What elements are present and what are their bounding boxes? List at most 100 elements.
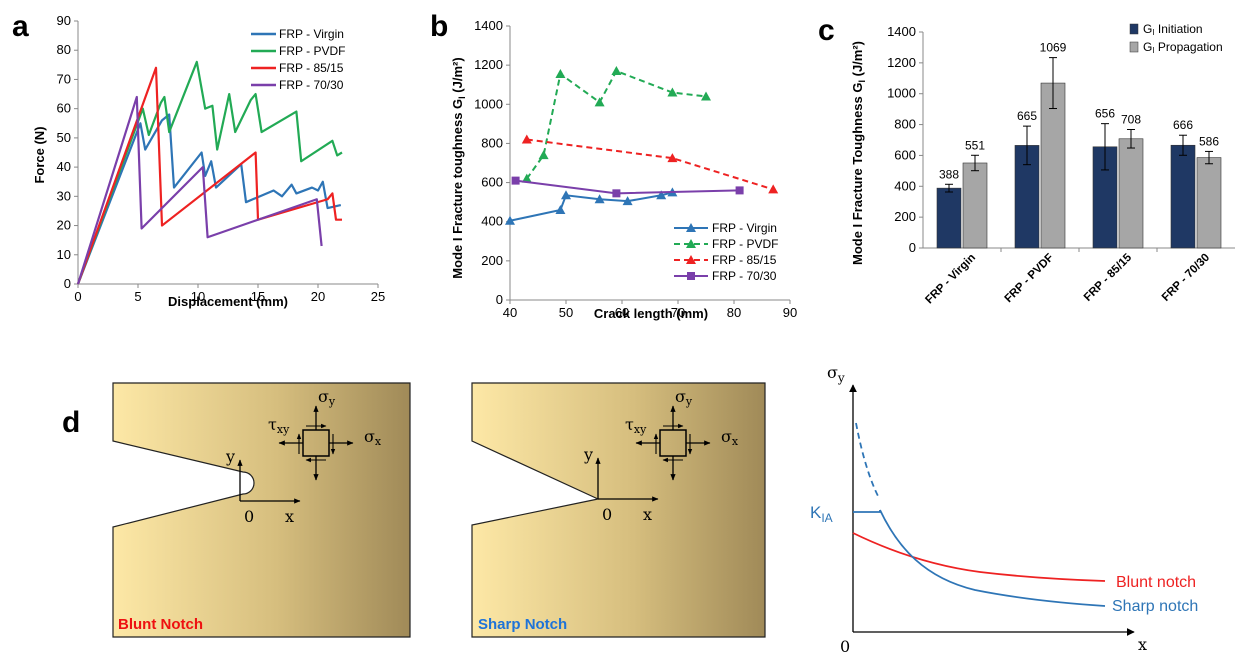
sharp-notch-caption-word2: Notch <box>525 616 568 633</box>
chart-b-y-tick-label: 400 <box>481 214 503 229</box>
chart-a-y-tick-label: 10 <box>57 247 71 262</box>
chart-a-y-tick-label: 60 <box>57 101 71 116</box>
blunt-notch-plate <box>112 382 411 638</box>
chart-b-data-point <box>768 184 779 194</box>
chart-b-data-point <box>701 91 711 101</box>
chart-c-y-tick-label: 600 <box>894 147 916 162</box>
chart-c-y-tick-label: 800 <box>894 117 916 132</box>
blunt-tau-xy-label: τxy <box>268 415 290 436</box>
chart-c-y-axis-title-main: Mode I Fracture Toughness G <box>850 83 865 266</box>
chart-a-y-axis-title: Force (N) <box>32 126 47 183</box>
chart-b-series-line <box>515 179 740 195</box>
chart-b-y-tick-label: 1200 <box>474 57 503 72</box>
chart-b-x-tick-label: 40 <box>503 305 517 320</box>
chart-b-data-point <box>505 215 515 225</box>
chart-a-x-tick-label: 5 <box>134 289 141 304</box>
chart-c-bar <box>1040 82 1066 249</box>
blunt-notch-curve-label: Blunt notch <box>1116 574 1196 591</box>
chart-c-category-label: FRP - PVDF <box>1003 252 1057 306</box>
chart-b-y-axis-title-unit: (J/m²) <box>450 57 465 96</box>
chart-b: 0 200 400 600 800 1000 1200 1400 40 50 60 70 80 90 FRP… <box>450 18 797 321</box>
chart-b-data-point <box>735 186 744 195</box>
chart-a-x-axis-title: Displacement (mm) <box>168 294 288 309</box>
chart-c-y-tick-label: 1200 <box>887 55 916 70</box>
chart-b-y-tick-label: 0 <box>496 292 503 307</box>
chart-a-y-tick-label: 30 <box>57 188 71 203</box>
chart-c-y-tick-label: 400 <box>894 178 916 193</box>
chart-c: 0 200 400 600 800 1000 1200 1400 388 551 FRP - Vir… <box>850 22 1235 306</box>
sharp-stress-element: σy σx τxy <box>625 387 739 481</box>
chart-c-bar <box>1196 157 1222 249</box>
chart-a-y-tick-label: 50 <box>57 130 71 145</box>
chart-c-category-label: FRP - Virgin <box>923 252 978 307</box>
chart-b-data-point <box>555 68 566 78</box>
panel-letter-d: d <box>62 406 80 439</box>
panel-letter-a: a <box>12 10 29 43</box>
stress-plot-origin: 0 <box>840 637 850 654</box>
chart-b-data-point <box>594 194 605 204</box>
stress-distribution-plot: σy x 0 KIA Blunt notch Sharp notch <box>810 363 1198 654</box>
chart-a-legend-label: FRP - 70/30 <box>279 78 344 92</box>
chart-b-y-tick-label: 200 <box>481 253 503 268</box>
chart-b-y-tick-label: 800 <box>481 135 503 150</box>
chart-c-category-label: FRP - 85/15 <box>1082 251 1135 304</box>
chart-b-data-point <box>611 66 622 76</box>
chart-c-data-label: 551 <box>965 138 985 152</box>
chart-c-legend-label: GI Initiation <box>1143 22 1203 37</box>
chart-b-legend-label: FRP - Virgin <box>712 221 777 235</box>
chart-c-y-tick-label: 1000 <box>887 86 916 101</box>
chart-b-data-point <box>561 190 571 200</box>
chart-b-x-tick-label: 80 <box>727 305 741 320</box>
chart-a-y-tick-label: 90 <box>57 13 71 28</box>
blunt-x-axis-label: x <box>285 507 294 526</box>
chart-b-x-tick-label: 70 <box>671 305 685 320</box>
chart-a-x-tick-label: 0 <box>74 289 81 304</box>
chart-c-legend-label: GI Propagation <box>1143 40 1223 55</box>
chart-a: 0 10 20 30 40 50 60 70 80 90 0 5 10 15 20 25 FRP - Virgi… <box>32 13 385 309</box>
chart-c-data-label: 586 <box>1199 134 1219 148</box>
chart-b-data-point <box>521 173 532 183</box>
stress-plot-y-label: σy <box>827 363 845 385</box>
chart-c-bar <box>1118 138 1144 249</box>
chart-a-legend-label: FRP - Virgin <box>279 27 344 41</box>
blunt-origin-label: 0 <box>244 507 254 526</box>
chart-b-legend-label: FRP - 70/30 <box>712 269 777 283</box>
sharp-notch-curve <box>879 509 1106 607</box>
chart-b-data-point <box>555 204 566 214</box>
chart-a-legend-label: FRP - 85/15 <box>279 61 344 75</box>
chart-a-legend-label: FRP - PVDF <box>279 44 345 58</box>
sharp-tau-xy-label: τxy <box>625 415 647 436</box>
chart-a-y-tick-label: 40 <box>57 159 71 174</box>
chart-b-y-axis-title-main: Mode I Fracture toughness G <box>450 99 465 279</box>
chart-b-legend-marker <box>687 272 695 280</box>
chart-b-x-axis-title: Crack length (mm) <box>594 306 708 321</box>
chart-b-data-point <box>656 190 667 200</box>
chart-a-y-tick-label: 70 <box>57 71 71 86</box>
blunt-y-axis-label: y <box>225 447 235 466</box>
blunt-notch-diagram: y x 0 σy σx τxy Blunt Notch <box>112 382 411 638</box>
blunt-notch-caption-word2: Notch <box>161 616 204 633</box>
sharp-sigma-x-label: σx <box>721 427 739 448</box>
chart-b-legend-marker <box>686 239 696 248</box>
chart-b-legend-marker <box>686 255 696 264</box>
stress-plot-x-label: x <box>1138 635 1147 654</box>
chart-a-series-line <box>76 95 323 285</box>
chart-b-series-line <box>526 138 774 191</box>
sharp-sigma-y-label: σy <box>675 387 693 408</box>
sharp-x-axis-label: x <box>643 505 652 524</box>
sharp-notch-caption: Sharp Notch <box>478 616 567 633</box>
chart-a-series-line <box>76 113 342 285</box>
chart-b-y-axis-title: Mode I Fracture toughness GI (J/m²) <box>450 57 467 278</box>
blunt-notch-caption-word1: Blunt <box>118 616 156 633</box>
chart-c-bar <box>1170 144 1196 249</box>
blunt-notch-curve <box>852 532 1106 582</box>
chart-c-data-label: 388 <box>939 167 959 181</box>
chart-b-series-line <box>525 69 707 180</box>
chart-b-x-tick-label: 60 <box>615 305 629 320</box>
sharp-origin-label: 0 <box>602 505 612 524</box>
chart-c-y-tick-label: 0 <box>909 240 916 255</box>
chart-c-y-axis-title-unit: (J/m²) <box>850 41 865 80</box>
chart-b-y-tick-label: 1400 <box>474 18 503 33</box>
chart-c-bar <box>936 187 962 249</box>
chart-a-y-tick-label: 20 <box>57 218 71 233</box>
